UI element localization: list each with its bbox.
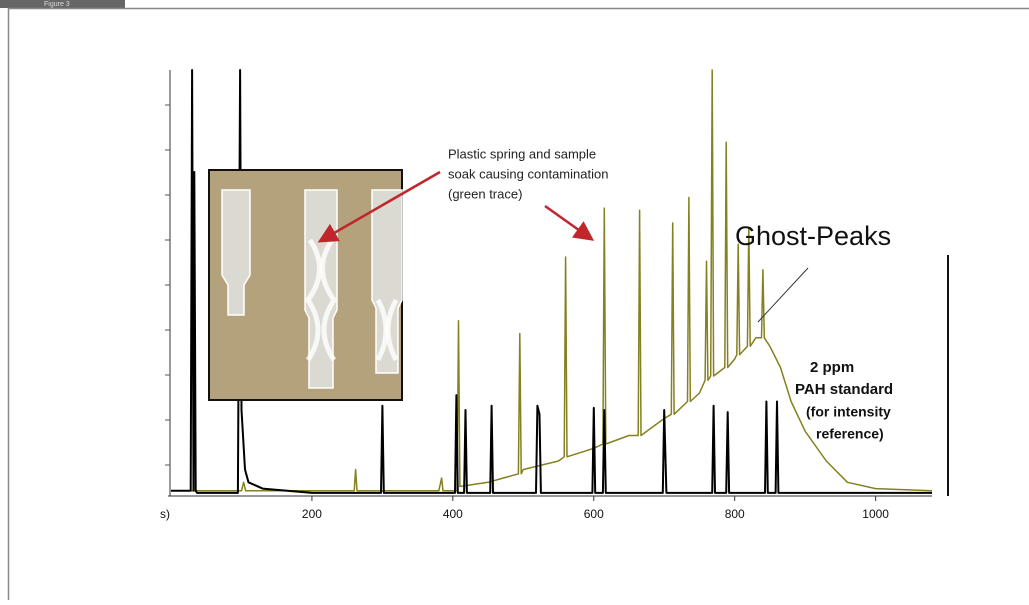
x-tick-label: 800 xyxy=(725,507,745,521)
x-tick-label: 400 xyxy=(443,507,463,521)
annotation: reference) xyxy=(816,426,884,442)
x-tick-label: 1000 xyxy=(862,507,889,521)
annotation: (green trace) xyxy=(448,186,522,201)
x-axis-label: s) xyxy=(160,507,170,521)
annotation: 2 ppm xyxy=(810,359,854,376)
figure-tab-label: Figure 3 xyxy=(44,1,70,8)
annotation: PAH standard xyxy=(795,381,893,398)
y-minor-ticks xyxy=(165,105,170,465)
annotation: Ghost-Peaks xyxy=(735,221,891,251)
photo-inset xyxy=(209,170,402,400)
annotation: (for intensity xyxy=(806,404,891,420)
annotation: soak causing contamination xyxy=(448,166,608,181)
x-tick-label: 200 xyxy=(302,507,322,521)
x-tick-label: 600 xyxy=(584,507,604,521)
annotation: Plastic spring and sample xyxy=(448,146,596,161)
